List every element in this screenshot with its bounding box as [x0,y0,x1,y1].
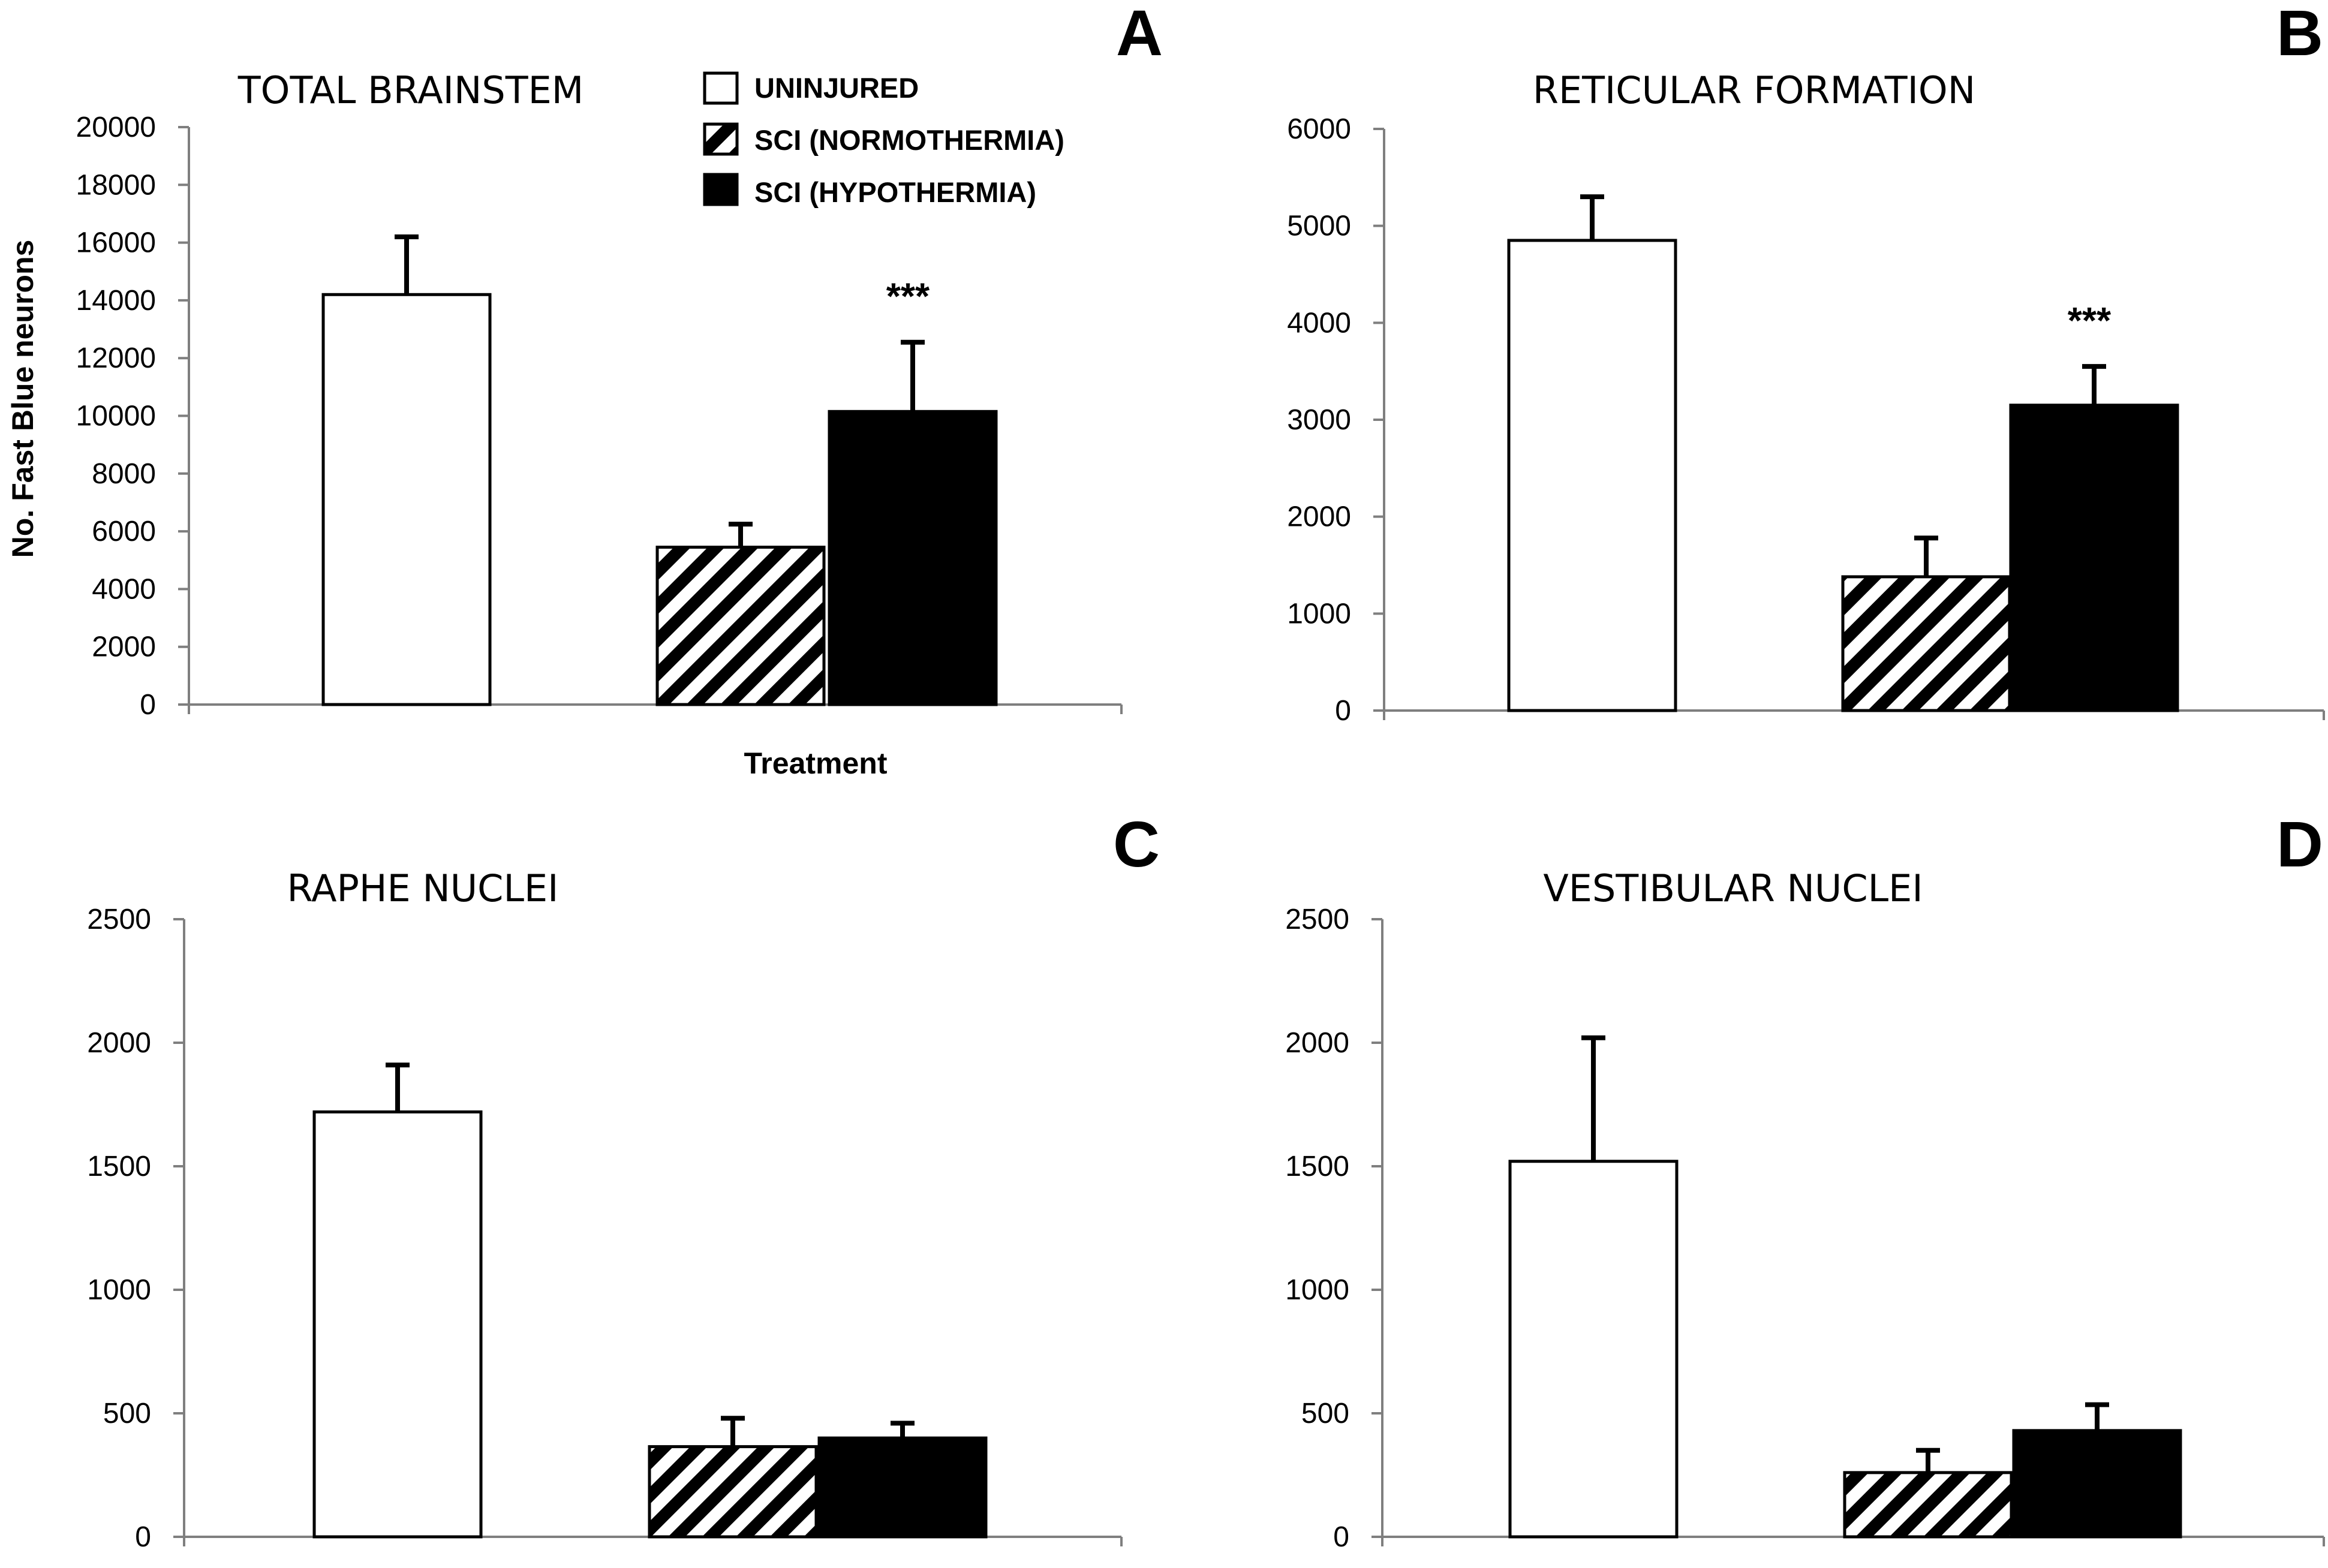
panel-d: VESTIBULAR NUCLEI D 0 500 1000 1500 2000 2500 [1285,808,2325,1553]
y-tick-label: 14000 [76,285,156,317]
bar-uninjured [1507,239,1677,712]
bar-normothermia [648,1445,818,1539]
legend-label-hypothermia: SCI (HYPOTHERMIA) [754,176,1036,208]
y-tick-label: 2000 [1285,1027,1349,1059]
legend-swatch-normothermia [703,122,739,156]
panel-a-letter: A [1116,0,1163,69]
y-tick-label: 500 [1301,1398,1349,1429]
y-tick-label: 2500 [87,904,151,935]
panel-c: RAPHE NUCLEI C 0 500 1000 1500 2000 2500 [87,808,1160,1553]
legend-swatch-hypothermia [703,173,739,206]
panel-c-letter: C [1113,808,1160,880]
legend-swatch-uninjured [703,71,739,105]
y-tick-label: 1000 [87,1274,151,1306]
significance-marker: *** [886,276,930,318]
x-axis-title: Treatment [744,747,888,780]
y-tick-label: 3000 [1287,404,1351,436]
panel-b-letter: B [2276,0,2323,69]
panel-d-title: VESTIBULAR NUCLEI [1543,866,1923,910]
bar-normothermia [655,546,826,706]
bar-uninjured [321,293,492,706]
panel-a-title: TOTAL BRAINSTEM [237,68,583,112]
y-tick-label: 1500 [87,1151,151,1182]
y-tick-label: 5000 [1287,210,1351,242]
y-tick-label: 2000 [1287,501,1351,533]
y-axis-title: No. Fast Blue neurons [6,240,40,558]
y-tick-label: 1000 [1285,1274,1349,1306]
bar-hypothermia [2009,404,2179,712]
panel-b-title: RETICULAR FORMATION [1533,68,1975,112]
panel-d-plot: 0 500 1000 1500 2000 2500 [1285,904,2325,1553]
panel-a: TOTAL BRAINSTEM A No. Fast Blue neurons … [6,0,1163,780]
panel-c-plot: 0 500 1000 1500 2000 2500 [87,904,1123,1553]
legend-label-uninjured: UNINJURED [754,72,919,104]
y-tick-label: 0 [140,689,156,721]
legend: UNINJURED SCI (NORMOTHERMIA) SCI (HYPOTH… [703,71,1064,208]
y-tick-label: 0 [1335,695,1351,727]
y-tick-label: 2000 [92,631,156,663]
bar-hypothermia [828,410,998,706]
panel-a-plot: 0 2000 4000 6000 8000 10000 12000 14000 16000 180… [76,112,1123,721]
bar-hypothermia [2012,1429,2182,1539]
y-tick-label: 4000 [92,573,156,605]
panel-c-title: RAPHE NUCLEI [287,866,559,910]
y-tick-label: 4000 [1287,307,1351,339]
panel-d-letter: D [2276,808,2323,880]
y-tick-label: 20000 [76,112,156,143]
y-tick-label: 6000 [92,516,156,547]
panel-b-plot: 0 1000 2000 3000 4000 5000 6000 *** [1287,113,2325,727]
y-tick-label: 16000 [76,227,156,259]
y-tick-label: 6000 [1287,113,1351,145]
bar-normothermia [1843,1471,2013,1539]
y-tick-label: 12000 [76,342,156,374]
y-tick-label: 1000 [1287,598,1351,630]
y-tick-label: 2000 [87,1027,151,1059]
y-tick-label: 2500 [1285,904,1349,935]
panel-b: RETICULAR FORMATION B 0 1000 2000 3000 4000 5… [1287,0,2325,727]
y-tick-label: 8000 [92,458,156,490]
y-tick-label: 0 [135,1521,151,1553]
y-tick-label: 1500 [1285,1151,1349,1182]
y-tick-label: 0 [1333,1521,1349,1553]
y-tick-label: 500 [103,1398,151,1429]
y-tick-label: 10000 [76,401,156,432]
bar-uninjured [312,1110,483,1539]
legend-label-normothermia: SCI (NORMOTHERMIA) [754,124,1064,156]
y-tick-label: 18000 [76,169,156,201]
significance-marker: *** [2068,300,2112,342]
bar-normothermia [1841,575,2011,712]
bar-uninjured [1508,1160,1679,1539]
bar-hypothermia [817,1436,988,1539]
